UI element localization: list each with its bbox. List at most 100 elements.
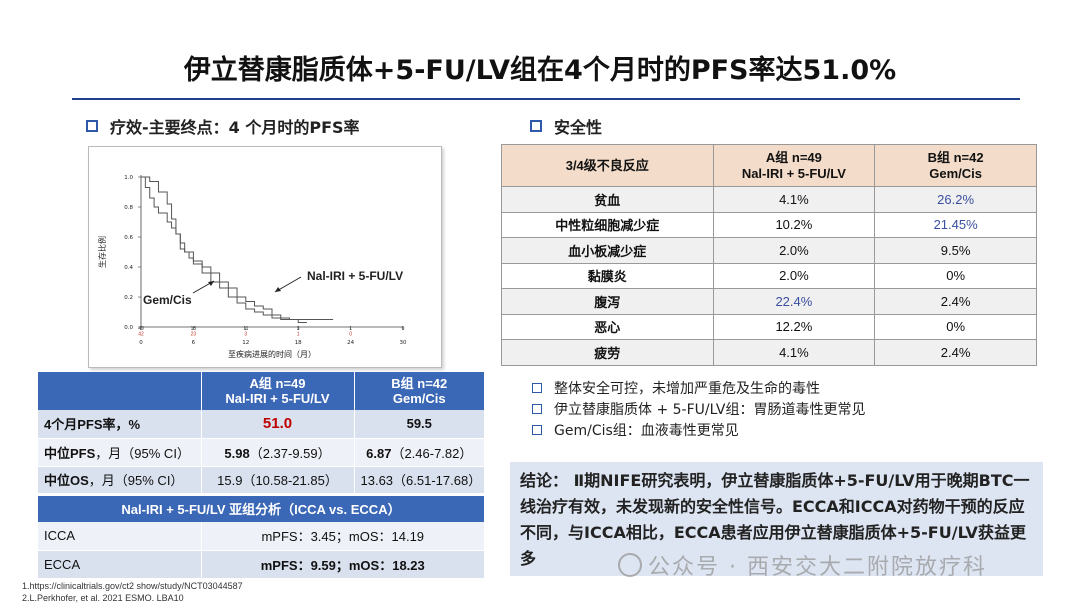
efficacy-col-b: B组 n=42	[391, 376, 448, 391]
mos-label-bold: 中位OS	[44, 473, 89, 488]
ecca-value: mPFS：9.59；mOS：18.23	[200, 550, 484, 579]
mpfs-a-bold: 5.98	[224, 445, 250, 461]
ae-a: 4.1%	[712, 339, 876, 366]
efficacy-heading: 疗效-主要终点：4 个月时的PFS率	[86, 114, 360, 138]
at-risk-value: 1	[297, 332, 300, 338]
efficacy-header-row: A组 n=49 Nal-IRI + 5-FU/LV B组 n=42 Gem/Ci…	[38, 372, 484, 410]
annotation-gem-cis: Gem/Cis	[143, 293, 192, 307]
km-chart-svg: 0.00.20.40.60.81.00 6 12 18 24 30生存比例至疾病进展的时间…	[97, 175, 407, 359]
safety-header-row: 3/4级不良反应 A组 n=49 Nal-IRI + 5-FU/LV B组 n=…	[501, 144, 1037, 187]
y-tick-label: 0.4	[124, 265, 133, 271]
efficacy-col-b2: Gem/Cis	[392, 391, 446, 406]
bullet-text: 伊立替康脂质体 + 5-FU/LV组：胃肠道毒性更常见	[554, 401, 866, 418]
square-bullet-icon	[532, 382, 542, 393]
arrow-head-icon	[208, 281, 214, 286]
mpfs-b-rest: （2.46-7.82）	[391, 445, 473, 461]
safety-col-b: B组 n=42	[927, 149, 984, 165]
table-row: ICCA mPFS：3.45；mOS：14.19	[38, 522, 484, 551]
at-risk-value: 0	[402, 326, 405, 332]
mos-label: 中位OS，月（95% CI）	[38, 466, 201, 495]
mos-a: 15.9（10.58-21.85）	[200, 466, 354, 495]
safety-table: 3/4级不良反应 A组 n=49 Nal-IRI + 5-FU/LV B组 n=…	[501, 144, 1037, 366]
x-tick-label: 24	[347, 340, 354, 346]
at-risk-value: 1	[349, 326, 352, 332]
x-axis-label: 至疾病进展的时间（月）	[228, 349, 316, 359]
at-risk-value: 3	[297, 326, 300, 332]
ae-a: 22.4%	[712, 288, 876, 315]
y-axis-label: 生存比例	[97, 236, 107, 268]
at-risk-value: 42	[138, 332, 144, 338]
conclusion-box: 结论： Ⅱ期NIFE研究表明，伊立替康脂质体+5-FU/LV用于晚期BTC一线治…	[510, 462, 1043, 576]
arrow-head-icon	[275, 287, 281, 292]
efficacy-col-a2: Nal-IRI + 5-FU/LV	[225, 391, 330, 406]
at-risk-value: 23	[191, 332, 197, 338]
mos-b: 13.63（6.51-17.68）	[353, 466, 484, 495]
bullet-text: 整体安全可控，未增加严重危及生命的毒性	[554, 380, 820, 397]
ae-a: 10.2%	[712, 211, 876, 238]
subgroup-header-row: Nal-IRI + 5-FU/LV 亚组分析（ICCA vs. ECCA）	[38, 492, 484, 522]
safety-col-a2: Nal-IRI + 5-FU/LV	[741, 165, 846, 181]
at-risk-value: 3	[244, 332, 247, 338]
ae-name: 贫血	[501, 186, 714, 213]
x-tick-label: 30	[400, 340, 407, 346]
table-row: 恶心 12.2% 0%	[501, 313, 1037, 340]
ae-b: 26.2%	[874, 186, 1037, 213]
references: 1.https://clinicaltrials.gov/ct2 show/st…	[22, 580, 243, 604]
at-risk-value: 0	[349, 332, 352, 338]
x-tick-label: 12	[242, 340, 249, 346]
safety-bullets: 整体安全可控，未增加严重危及生命的毒性 伊立替康脂质体 + 5-FU/LV组：胃…	[532, 377, 865, 440]
square-bullet-icon	[532, 403, 542, 414]
square-bullet-icon	[86, 120, 98, 132]
mpfs-a: 5.98（2.37-9.59）	[200, 438, 354, 467]
subgroup-header: Nal-IRI + 5-FU/LV 亚组分析（ICCA vs. ECCA）	[38, 492, 484, 522]
ae-b: 2.4%	[874, 339, 1037, 366]
x-tick-label: 0	[139, 340, 143, 346]
safety-header-b: B组 n=42 Gem/Cis	[874, 144, 1037, 187]
ae-name: 中性粒细胞减少症	[501, 211, 714, 238]
table-row: 疲劳 4.1% 2.4%	[501, 339, 1037, 366]
efficacy-table: A组 n=49 Nal-IRI + 5-FU/LV B组 n=42 Gem/Ci…	[38, 372, 484, 579]
table-row: 血小板减少症 2.0% 9.5%	[501, 237, 1037, 264]
bullet-text: Gem/Cis组：血液毒性更常见	[554, 422, 739, 439]
y-tick-label: 0.6	[124, 235, 133, 241]
square-bullet-icon	[530, 120, 542, 132]
efficacy-heading-text: 疗效-主要终点：4 个月时的PFS率	[110, 118, 360, 137]
ae-a: 2.0%	[712, 262, 876, 289]
annotation-nal-iri: Nal-IRI + 5-FU/LV	[307, 269, 403, 283]
watermark-text: 公众号 · 西安交大二附院放疗科	[648, 555, 987, 580]
y-tick-label: 0.0	[124, 325, 133, 331]
y-tick-label: 0.8	[124, 205, 133, 211]
ae-b: 9.5%	[874, 237, 1037, 264]
mos-label-rest: ，月（95% CI）	[88, 473, 184, 488]
mpfs-label: 中位PFS，月（95% CI）	[38, 438, 201, 467]
list-item: 整体安全可控，未增加严重危及生命的毒性	[532, 377, 865, 398]
y-tick-label: 1.0	[124, 175, 133, 181]
ae-b: 21.45%	[874, 211, 1037, 238]
safety-col-a: A组 n=49	[765, 149, 822, 165]
safety-heading-text: 安全性	[554, 118, 603, 137]
wechat-logo-icon	[618, 553, 642, 577]
pfs4-b: 59.5	[353, 410, 484, 439]
mpfs-label-bold: 中位PFS	[44, 445, 96, 461]
safety-header-a: A组 n=49 Nal-IRI + 5-FU/LV	[712, 144, 876, 187]
safety-col-b2: Gem/Cis	[929, 165, 982, 181]
watermark: 公众号 · 西安交大二附院放疗科	[618, 549, 987, 581]
x-tick-label: 18	[295, 340, 302, 346]
efficacy-col-a: A组 n=49	[249, 376, 306, 391]
icca-label: ICCA	[38, 522, 201, 551]
y-tick-label: 0.2	[124, 295, 133, 301]
mpfs-label-rest: ，月（95% CI）	[95, 445, 190, 461]
table-row: 中性粒细胞减少症 10.2% 21.45%	[501, 211, 1037, 238]
x-tick-label: 6	[192, 340, 196, 346]
km-chart: 0.0 0.2 0.4 0.6 0.8 1.0 0 6 12 18 24 30 生存比例 至疾病进展的时间…	[88, 146, 442, 368]
list-item: Gem/Cis组：血液毒性更常见	[532, 419, 865, 440]
ae-b: 0%	[874, 313, 1037, 340]
ae-name: 血小板减少症	[501, 237, 714, 264]
table-row: 中位PFS，月（95% CI） 5.98（2.37-9.59） 6.87（2.4…	[38, 438, 484, 467]
table-row: 贫血 4.1% 26.2%	[501, 186, 1037, 213]
square-bullet-icon	[532, 424, 542, 435]
safety-heading: 安全性	[530, 114, 602, 138]
ae-a: 4.1%	[712, 186, 876, 213]
table-row: 4个月PFS率，% 51.0 59.5	[38, 410, 484, 439]
ae-name: 恶心	[501, 313, 714, 340]
